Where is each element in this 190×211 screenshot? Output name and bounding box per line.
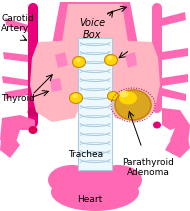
Ellipse shape [73, 57, 86, 68]
Polygon shape [162, 74, 188, 86]
Ellipse shape [153, 122, 161, 128]
Text: Trachea: Trachea [68, 150, 104, 159]
Ellipse shape [73, 94, 78, 98]
Ellipse shape [115, 90, 151, 120]
Polygon shape [50, 78, 62, 92]
Ellipse shape [48, 165, 96, 195]
Ellipse shape [75, 58, 81, 62]
Ellipse shape [51, 173, 139, 211]
Polygon shape [165, 125, 190, 158]
Polygon shape [162, 88, 186, 101]
Ellipse shape [94, 165, 142, 195]
Ellipse shape [28, 118, 38, 128]
Polygon shape [2, 115, 35, 130]
Ellipse shape [105, 54, 117, 65]
Polygon shape [5, 18, 28, 32]
Bar [78, 38, 112, 170]
Ellipse shape [28, 107, 39, 116]
Polygon shape [62, 4, 128, 42]
Ellipse shape [120, 91, 128, 97]
Polygon shape [125, 52, 137, 68]
Bar [78, 38, 112, 170]
Ellipse shape [28, 126, 37, 134]
Polygon shape [3, 52, 28, 62]
Bar [28, 8, 38, 123]
Ellipse shape [119, 92, 137, 104]
Polygon shape [2, 76, 28, 86]
Polygon shape [0, 130, 20, 158]
Ellipse shape [108, 92, 119, 100]
Polygon shape [30, 40, 82, 122]
Polygon shape [108, 40, 160, 122]
Ellipse shape [152, 103, 162, 113]
Polygon shape [55, 52, 68, 68]
Polygon shape [5, 88, 28, 99]
Text: Thyroid: Thyroid [1, 93, 35, 103]
Text: Heart: Heart [77, 196, 103, 204]
Bar [80, 155, 110, 183]
Ellipse shape [152, 3, 162, 13]
Ellipse shape [108, 56, 112, 60]
Polygon shape [0, 118, 20, 145]
Text: Parathyroid
Adenoma: Parathyroid Adenoma [122, 158, 174, 177]
Polygon shape [170, 110, 190, 145]
Polygon shape [162, 48, 188, 60]
Polygon shape [52, 2, 138, 45]
Bar [152, 8, 162, 108]
Text: Carotid
Artery: Carotid Artery [1, 14, 34, 33]
Polygon shape [162, 108, 185, 130]
Polygon shape [78, 88, 112, 108]
Text: Voice
Box: Voice Box [79, 18, 105, 40]
Ellipse shape [70, 92, 82, 104]
Ellipse shape [28, 3, 38, 13]
Polygon shape [162, 12, 186, 26]
